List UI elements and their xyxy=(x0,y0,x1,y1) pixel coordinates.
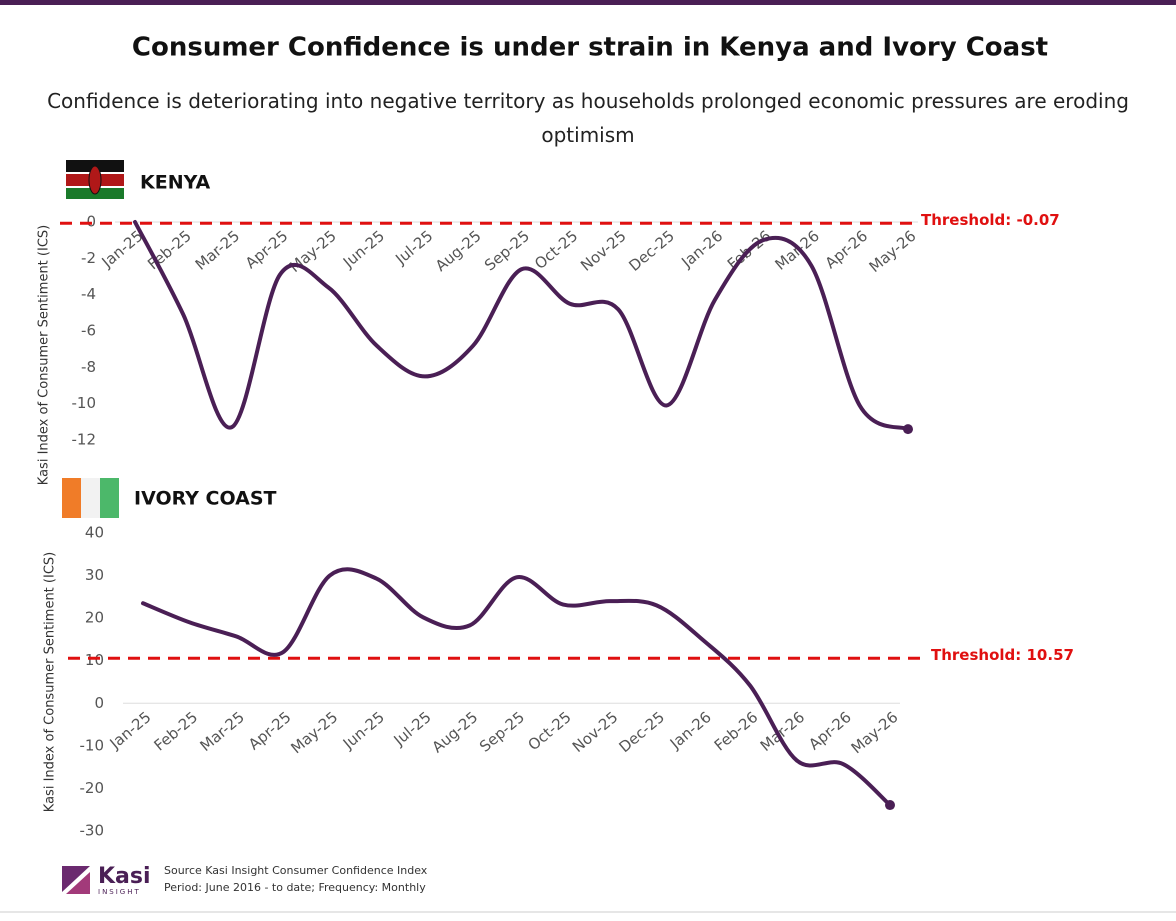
x-tick-label: Dec-25 xyxy=(625,227,678,275)
x-tick-label: May-25 xyxy=(286,227,340,276)
y-tick-label: -2 xyxy=(81,249,96,267)
top-border xyxy=(0,0,1176,5)
y-tick-label: -4 xyxy=(81,285,96,303)
logo-text: Kasi xyxy=(98,864,151,889)
y-tick-label: -30 xyxy=(80,822,105,840)
x-tick-label: Nov-25 xyxy=(569,708,621,756)
y-tick-label: -20 xyxy=(80,779,105,797)
threshold-label: Threshold: -0.07 xyxy=(921,211,1060,229)
period: Period: June 2016 - to date; Frequency: … xyxy=(164,881,426,894)
subtitle: Confidence is deteriorating into negativ… xyxy=(47,89,1129,147)
y-tick-label: 0 xyxy=(94,694,104,712)
x-tick-label: Oct-25 xyxy=(531,227,581,273)
y-axis-label: Kasi Index of Consumer Sentiment (ICS) xyxy=(43,552,58,812)
x-tick-label: Nov-25 xyxy=(577,227,629,275)
x-tick-label: Jul-25 xyxy=(390,708,435,750)
y-tick-label: -10 xyxy=(72,394,97,412)
x-tick-label: Feb-25 xyxy=(150,708,201,755)
x-tick-label: Mar-26 xyxy=(772,227,823,274)
x-tick-label: Apr-26 xyxy=(805,708,854,754)
x-tick-label: Mar-25 xyxy=(197,708,248,755)
y-axis-label: Kasi Index of Consumer Sentiment (ICS) xyxy=(37,225,52,485)
threshold-label: Threshold: 10.57 xyxy=(931,646,1074,664)
y-tick-label: 10 xyxy=(85,651,104,669)
x-tick-label: Aug-25 xyxy=(428,708,481,756)
x-tick-label: May-25 xyxy=(287,708,341,757)
title: Consumer Confidence is under strain in K… xyxy=(132,33,1048,63)
x-tick-label: Oct-25 xyxy=(524,708,574,754)
y-tick-label: 40 xyxy=(85,524,104,542)
x-tick-label: Dec-25 xyxy=(615,708,668,756)
x-tick-label: Jan-25 xyxy=(106,708,155,753)
y-tick-label: 0 xyxy=(86,213,96,231)
y-tick-label: -6 xyxy=(81,322,96,340)
line xyxy=(141,567,892,808)
x-tick-label: Jun-25 xyxy=(339,227,388,272)
x-tick-label: Aug-25 xyxy=(432,227,485,275)
y-tick-label: -8 xyxy=(81,358,96,376)
line xyxy=(133,220,910,432)
logo: Kasi INSIGHT xyxy=(62,864,151,896)
x-tick-label: Feb-26 xyxy=(711,708,762,755)
x-tick-label: May-26 xyxy=(848,708,902,757)
y-tick-label: 20 xyxy=(85,609,104,627)
y-tick-label: -12 xyxy=(72,431,97,449)
ivory-coast-flag xyxy=(62,478,119,518)
panel-title: IVORY COAST xyxy=(134,488,277,510)
subtitle-box: Confidence is deteriorating into negativ… xyxy=(47,89,1129,147)
x-tick-label: Jan-26 xyxy=(677,227,726,272)
panel-title: KENYA xyxy=(140,172,211,194)
end-point xyxy=(903,424,913,435)
x-tick-label: Apr-26 xyxy=(822,227,871,273)
x-tick-label: Jul-25 xyxy=(391,227,436,269)
x-tick-label: Mar-25 xyxy=(192,227,243,274)
logo-subtext: INSIGHT xyxy=(98,888,141,896)
x-tick-label: Mar-26 xyxy=(757,708,808,755)
y-tick-label: 30 xyxy=(85,566,104,584)
kenya-flag xyxy=(66,160,124,199)
x-tick-label: Jan-26 xyxy=(666,708,715,753)
source: Source Kasi Insight Consumer Confidence … xyxy=(164,864,428,877)
end-point xyxy=(885,800,895,811)
x-tick-label: Apr-25 xyxy=(245,708,294,754)
x-tick-label: May-26 xyxy=(866,227,920,276)
y-tick-label: -10 xyxy=(80,736,105,754)
x-tick-label: Sep-25 xyxy=(476,708,528,756)
x-tick-label: Apr-25 xyxy=(242,227,291,273)
x-tick-label: Jun-25 xyxy=(339,708,388,753)
